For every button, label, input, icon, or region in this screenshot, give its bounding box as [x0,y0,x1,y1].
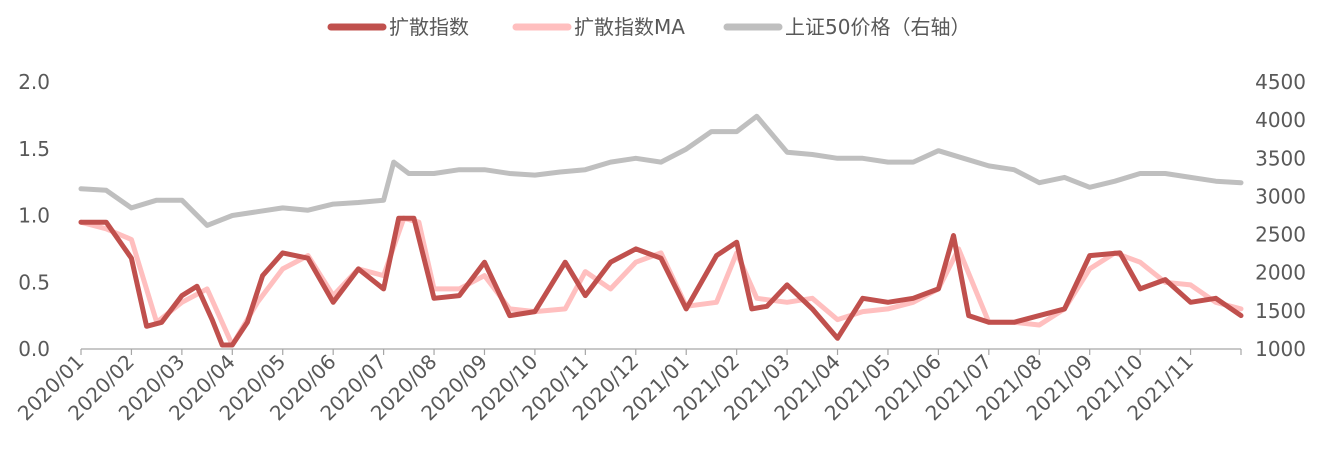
y-right-tick-label: 3000 [1255,184,1306,208]
x-axis-ticks: 2020/012020/022020/032020/042020/052020/… [13,349,1242,425]
y-left-tick-label: 0.0 [18,337,50,361]
y-right-tick-label: 4000 [1255,108,1306,132]
y-right-tick-label: 3500 [1255,146,1306,170]
series-line-2 [78,113,1244,228]
y-right-tick-label: 1500 [1255,299,1306,323]
right-axis-ticks: 1000 1500 2000 2500 3000 3500 4000 4500 [1255,70,1306,361]
series-layer [78,113,1244,348]
y-right-tick-label: 1000 [1255,337,1306,361]
legend-label: 扩散指数 [389,15,469,39]
y-left-tick-label: 2.0 [18,70,50,94]
legend-label: 扩散指数MA [574,15,685,39]
y-left-tick-label: 1.0 [18,204,50,228]
y-right-tick-label: 2500 [1255,223,1306,247]
y-right-tick-label: 4500 [1255,70,1306,94]
y-right-tick-label: 2000 [1255,261,1306,285]
left-axis-ticks: 0.0 0.5 1.0 1.5 2.0 [18,70,50,361]
y-left-tick-label: 1.5 [18,137,50,161]
series-line-1 [78,215,1244,348]
legend-label: 上证50价格（右轴） [785,15,970,39]
legend: 扩散指数 扩散指数MA 上证50价格（右轴） [327,15,970,39]
series-line-0 [78,215,1244,348]
y-left-tick-label: 0.5 [18,270,50,294]
